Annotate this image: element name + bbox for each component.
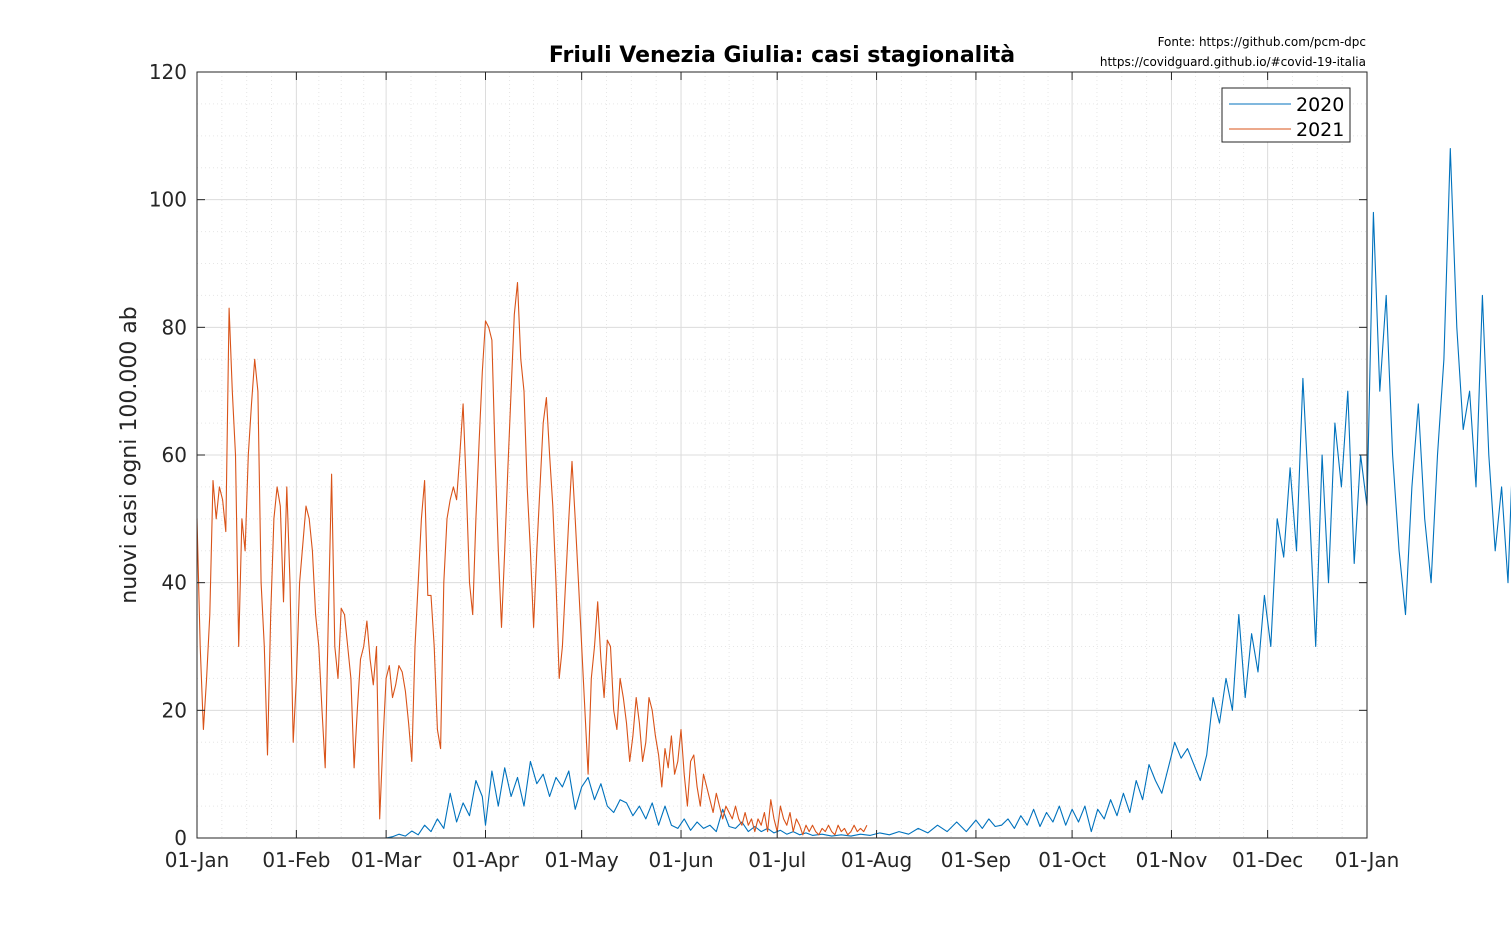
x-tick-label: 01-Sep bbox=[941, 848, 1011, 872]
x-tick-label: 01-Jun bbox=[649, 848, 714, 872]
y-axis-label: nuovi casi ogni 100.000 ab bbox=[117, 306, 142, 604]
source-line-2: https://covidguard.github.io/#covid-19-i… bbox=[1100, 55, 1366, 69]
legend-label-2020: 2020 bbox=[1296, 94, 1344, 116]
y-tick-label: 80 bbox=[162, 315, 187, 339]
legend-box bbox=[1221, 87, 1351, 143]
source-line-1: Fonte: https://github.com/pcm-dpc bbox=[1158, 35, 1366, 49]
series-line-2020 bbox=[385, 148, 1511, 839]
legend: 2020 2021 bbox=[1221, 87, 1351, 143]
series-line-2021 bbox=[196, 282, 868, 836]
chart-title: Friuli Venezia Giulia: casi stagionalità bbox=[549, 43, 1015, 68]
x-tick-label: 01-Jan bbox=[1335, 848, 1400, 872]
y-tick-label: 120 bbox=[149, 60, 187, 84]
x-tick-label: 01-Mar bbox=[351, 848, 422, 872]
y-tick-label: 100 bbox=[149, 188, 187, 212]
y-tick-label: 60 bbox=[162, 443, 187, 467]
x-tick-label: 01-Apr bbox=[452, 848, 520, 872]
x-tick-label: 01-Feb bbox=[262, 848, 330, 872]
x-tick-label: 01-May bbox=[545, 848, 619, 872]
axis-ticks: 01-Jan 01-Feb 01-Mar 01-Apr 01-May 01-Jun 01-J… bbox=[149, 60, 1399, 872]
y-tick-label: 40 bbox=[162, 571, 187, 595]
y-tick-label: 0 bbox=[174, 826, 187, 850]
x-tick-label: 01-Jul bbox=[748, 848, 806, 872]
x-tick-label: 01-Oct bbox=[1038, 848, 1106, 872]
legend-label-2021: 2021 bbox=[1296, 119, 1344, 141]
x-tick-label: 01-Dec bbox=[1232, 848, 1303, 872]
x-tick-label: 01-Jan bbox=[165, 848, 230, 872]
x-tick-label: 01-Aug bbox=[841, 848, 912, 872]
x-tick-label: 01-Nov bbox=[1136, 848, 1208, 872]
series-layer bbox=[196, 148, 1511, 839]
y-tick-label: 20 bbox=[162, 698, 187, 722]
minor-grid bbox=[197, 72, 1367, 838]
